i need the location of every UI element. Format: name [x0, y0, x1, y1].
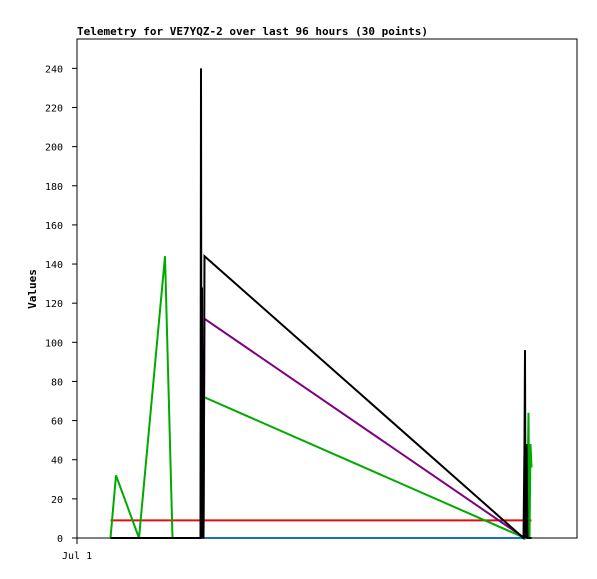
y-tick-label: 100: [45, 338, 63, 349]
chart-title: Telemetry for VE7YQZ-2 over last 96 hour…: [77, 25, 428, 38]
y-tick-label: 180: [45, 182, 63, 193]
y-axis: 0 20 40 60 80 100 120 140 160 180 200 220 240: [45, 64, 77, 545]
y-tick-label: 240: [45, 64, 63, 75]
y-tick-label: 80: [51, 377, 63, 388]
y-tick-label: 220: [45, 103, 63, 114]
y-tick-label: 200: [45, 143, 63, 154]
y-tick-label: 120: [45, 299, 63, 310]
plot-area: [76, 38, 578, 539]
series-line-4: [110, 68, 532, 541]
x-axis: Jul 1: [62, 538, 92, 562]
y-tick-label: 40: [51, 456, 63, 467]
y-tick-label: 140: [45, 260, 63, 271]
y-tick-label: 0: [57, 534, 63, 545]
y-tick-label: 160: [45, 221, 63, 232]
y-axis-label: Values: [26, 269, 39, 309]
y-tick-label: 60: [51, 417, 63, 428]
x-tick-label: Jul 1: [62, 551, 92, 562]
series-group: [109, 68, 533, 541]
y-tick-label: 20: [51, 495, 63, 506]
